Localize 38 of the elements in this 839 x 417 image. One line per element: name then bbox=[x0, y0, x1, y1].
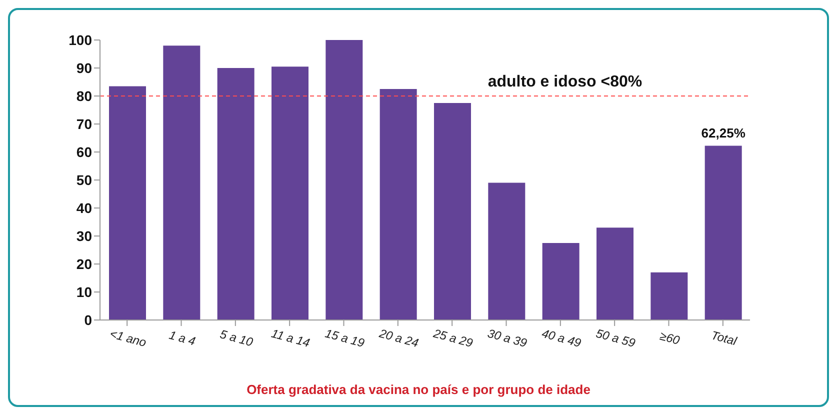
x-tick-label: 5 a 10 bbox=[218, 327, 255, 350]
x-tick-label: 20 a 24 bbox=[376, 326, 420, 350]
y-tick-label: 30 bbox=[76, 228, 92, 244]
y-tick-label: 10 bbox=[76, 284, 92, 300]
y-tick-label: 50 bbox=[76, 172, 92, 188]
bar bbox=[109, 86, 146, 320]
bar bbox=[488, 182, 526, 320]
y-tick-label: 0 bbox=[84, 312, 92, 328]
data-label: 62,25% bbox=[701, 126, 746, 141]
bar bbox=[434, 103, 471, 320]
y-tick-label: 100 bbox=[68, 32, 92, 48]
x-tick-label: <1 ano bbox=[108, 326, 148, 350]
y-tick-label: 80 bbox=[76, 88, 92, 104]
x-tick-label: ≥60 bbox=[658, 328, 682, 348]
x-tick-label: 30 a 39 bbox=[486, 326, 529, 350]
x-tick-label: 1 a 4 bbox=[168, 328, 198, 348]
x-tick-label: 15 a 19 bbox=[324, 326, 366, 350]
bar bbox=[380, 89, 417, 320]
bar bbox=[217, 68, 254, 320]
ref-line-label: adulto e idoso <80% bbox=[488, 73, 642, 90]
y-tick-label: 70 bbox=[76, 116, 92, 132]
x-tick-label: 50 a 59 bbox=[594, 326, 638, 350]
bar bbox=[704, 146, 742, 320]
bar bbox=[272, 66, 308, 320]
y-tick-label: 40 bbox=[76, 200, 92, 216]
bar bbox=[163, 46, 200, 320]
x-tick-label: 25 a 29 bbox=[431, 326, 475, 350]
bar bbox=[542, 243, 580, 320]
y-tick-label: 60 bbox=[76, 144, 92, 160]
bar bbox=[326, 40, 363, 320]
x-tick-label: 11 a 14 bbox=[270, 326, 312, 350]
x-axis-title: Oferta gradativa da vacina no país e por grupo de idade bbox=[246, 382, 592, 397]
x-tick-label: 40 a 49 bbox=[540, 326, 583, 350]
y-tick-label: 90 bbox=[76, 60, 92, 76]
x-tick-label: Total bbox=[710, 328, 738, 348]
y-tick-label: 20 bbox=[76, 256, 92, 272]
bar bbox=[650, 272, 688, 320]
bar bbox=[596, 228, 634, 320]
